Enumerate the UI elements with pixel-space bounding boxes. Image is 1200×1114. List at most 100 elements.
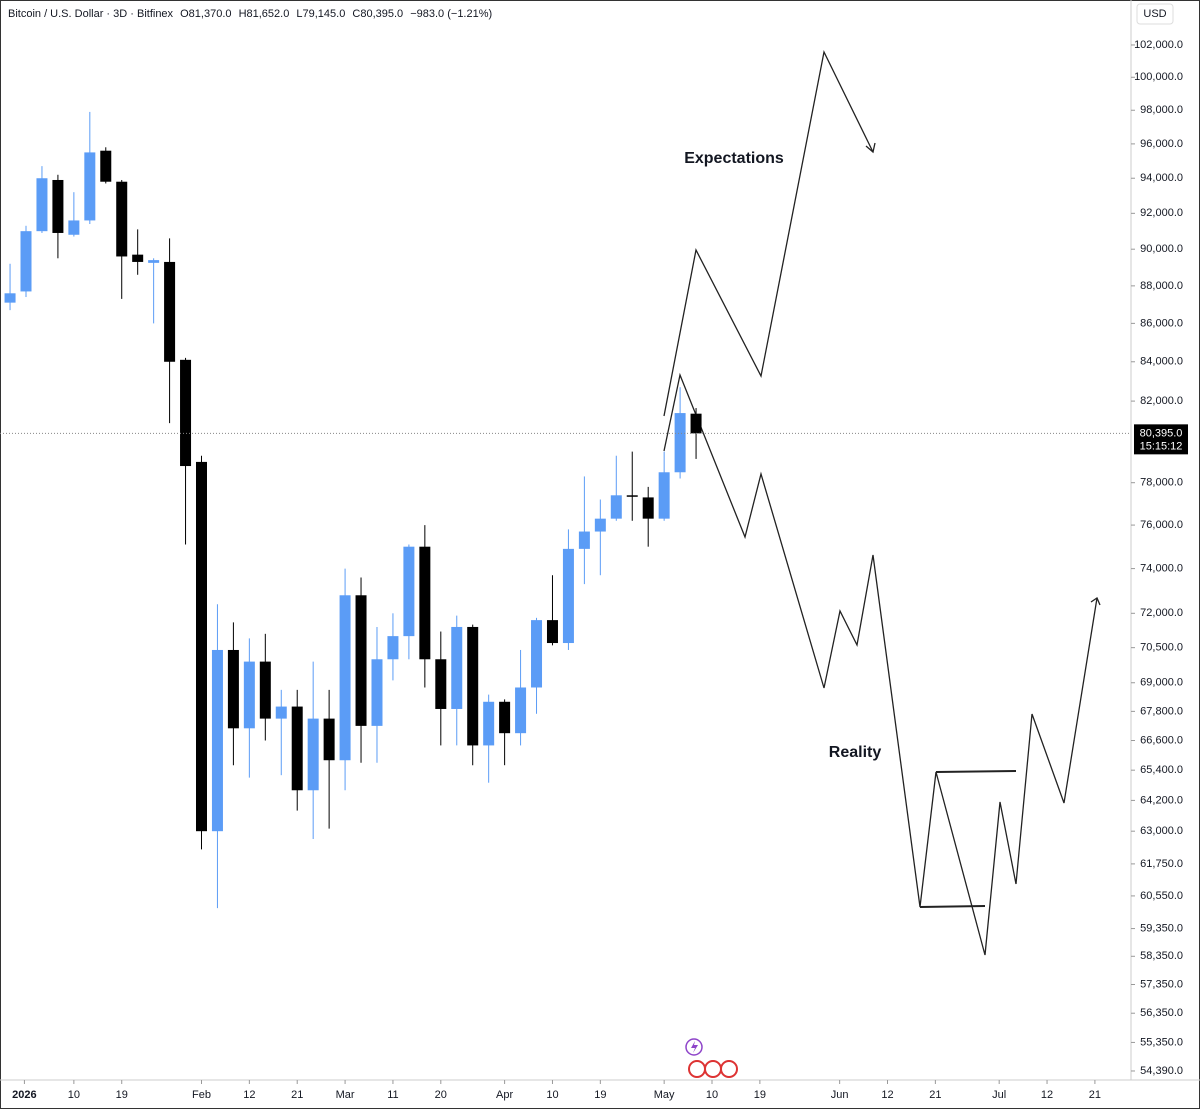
currency-box[interactable] [1136, 3, 1174, 25]
y-tick-label: 72,000.0 [1140, 607, 1183, 619]
y-tick-label: 54,390.0 [1140, 1065, 1183, 1077]
y-tick-label: 57,350.0 [1140, 978, 1183, 990]
level-line [919, 905, 986, 908]
candle-body [419, 546, 431, 660]
candle-body [116, 181, 128, 257]
expectation-path [663, 49, 874, 417]
candle-body [626, 495, 638, 497]
header: Bitcoin / U.S. Dollar · 3D · Bitfinex O8… [8, 8, 492, 20]
x-tick-label: 12 [1041, 1089, 1053, 1101]
candle-body [180, 359, 192, 467]
y-tick-label: 64,200.0 [1140, 794, 1183, 806]
candle-body [36, 178, 48, 232]
y-tick-label: 59,350.0 [1140, 922, 1183, 934]
candle-body [132, 254, 144, 262]
x-tick-label: 21 [929, 1089, 941, 1101]
y-tick-label: 63,000.0 [1140, 825, 1183, 837]
y-tick-label: 100,000.0 [1134, 71, 1183, 83]
last-price-label: 80,395.0 [1140, 427, 1183, 439]
drawings [663, 49, 1101, 956]
x-tick-label: 21 [291, 1089, 303, 1101]
y-tick-label: 90,000.0 [1140, 243, 1183, 255]
header-title: Bitcoin / U.S. Dollar · 3D · Bitfinex [8, 8, 174, 20]
y-tick-label: 76,000.0 [1140, 519, 1183, 531]
candle-body [674, 413, 686, 473]
candle-body [339, 595, 351, 761]
candle-body [148, 260, 160, 263]
arrow-head [1090, 597, 1101, 606]
candle-body [84, 152, 96, 221]
x-tick-label: 11 [387, 1089, 398, 1101]
y-tick-label: 66,600.0 [1140, 734, 1183, 746]
y-tick-label: 84,000.0 [1140, 356, 1183, 368]
y-tick-label: 86,000.0 [1140, 317, 1183, 329]
candle-body [562, 548, 574, 644]
candle-body [451, 626, 463, 709]
candle-body [52, 179, 64, 233]
x-tick-label: Apr [496, 1089, 513, 1101]
candle-body [403, 546, 415, 637]
y-tick-label: 88,000.0 [1140, 280, 1183, 292]
x-tick-label: 19 [754, 1089, 766, 1101]
x-tick-label: 21 [1089, 1089, 1101, 1101]
x-tick-label: 10 [706, 1089, 718, 1101]
event-icons[interactable] [685, 1038, 738, 1078]
x-tick-label: 12 [881, 1089, 893, 1101]
candle-body [642, 497, 654, 519]
y-tick-label: 61,750.0 [1140, 858, 1183, 870]
candle-body [227, 649, 239, 729]
currency[interactable]: USD [1143, 8, 1166, 20]
y-tick-label: 74,000.0 [1140, 563, 1183, 575]
x-tick-label: Feb [192, 1089, 211, 1101]
candle-body [100, 150, 112, 182]
x-tick-label: 2026 [12, 1089, 36, 1101]
candle-body [435, 659, 447, 709]
x-tick-label: 19 [116, 1089, 128, 1101]
candle-body [211, 649, 223, 832]
candle-body [164, 261, 176, 362]
y-tick-label: 60,550.0 [1140, 890, 1183, 902]
candle-body [467, 626, 479, 746]
event-icon-glyph [691, 1041, 698, 1053]
y-tick-label: 102,000.0 [1134, 39, 1183, 51]
candle-body [323, 718, 335, 761]
header-low: L79,145.0 [296, 8, 345, 20]
candle-body [387, 636, 399, 660]
x-tick-label: 10 [68, 1089, 80, 1101]
x-tick-label: 12 [243, 1089, 255, 1101]
annotation: Expectations [684, 150, 784, 167]
header-close: C80,395.0 [352, 8, 403, 20]
candle-body [243, 661, 255, 729]
countdown: 15:15:12 [1140, 440, 1183, 452]
candle-body [4, 293, 16, 303]
y-tick-label: 96,000.0 [1140, 138, 1183, 150]
x-tick-label: 19 [594, 1089, 606, 1101]
annotation: Reality [829, 744, 882, 761]
x-tick-label: May [654, 1089, 675, 1101]
y-tick-label: 56,350.0 [1140, 1007, 1183, 1019]
y-tick-label: 92,000.0 [1140, 207, 1183, 219]
candle-body [531, 620, 543, 688]
candle-body [546, 620, 558, 644]
candle-body [658, 472, 670, 519]
event-icon[interactable] [704, 1060, 722, 1078]
candle-body [594, 518, 606, 532]
event-icon[interactable] [688, 1060, 706, 1078]
event-icon[interactable] [720, 1060, 738, 1078]
y-tick-label: 58,350.0 [1140, 950, 1183, 962]
candle-body [195, 461, 207, 832]
reality-path [663, 372, 1098, 956]
candle-body [499, 701, 511, 734]
x-tick-label: Jul [992, 1089, 1006, 1101]
header-open: O81,370.0 [180, 8, 231, 20]
candle-body [578, 531, 590, 549]
y-tick-label: 67,800.0 [1140, 705, 1183, 717]
y-tick-label: 65,400.0 [1140, 764, 1183, 776]
y-tick-label: 78,000.0 [1140, 477, 1183, 489]
last-price-box [1134, 424, 1188, 455]
candle-body [68, 220, 80, 235]
x-tick-label: 10 [546, 1089, 558, 1101]
candle-body [291, 706, 303, 791]
y-tick-label: 98,000.0 [1140, 104, 1183, 116]
